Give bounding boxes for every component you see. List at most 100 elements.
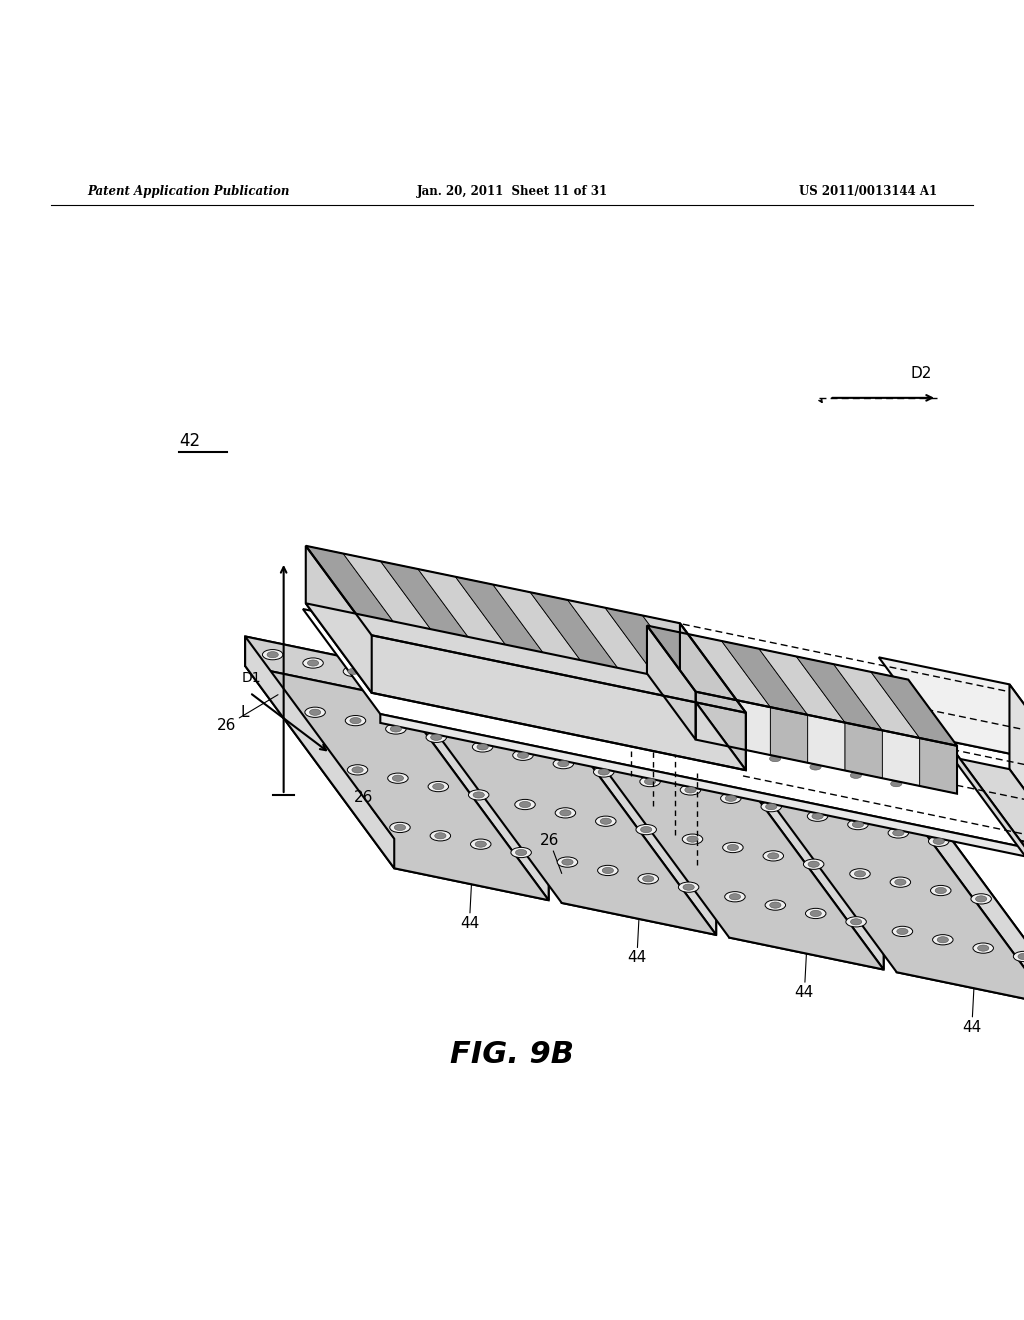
Ellipse shape bbox=[598, 866, 618, 875]
Polygon shape bbox=[456, 577, 559, 675]
Polygon shape bbox=[372, 635, 410, 701]
Polygon shape bbox=[418, 569, 521, 667]
Ellipse shape bbox=[636, 825, 656, 834]
Polygon shape bbox=[897, 942, 1024, 1005]
Ellipse shape bbox=[431, 734, 442, 741]
Polygon shape bbox=[642, 615, 745, 713]
Ellipse shape bbox=[562, 859, 573, 865]
Polygon shape bbox=[413, 671, 716, 906]
Ellipse shape bbox=[850, 869, 870, 879]
Ellipse shape bbox=[596, 816, 616, 826]
Ellipse shape bbox=[644, 779, 655, 784]
Polygon shape bbox=[695, 692, 733, 747]
Ellipse shape bbox=[515, 704, 526, 709]
Ellipse shape bbox=[350, 718, 361, 723]
Ellipse shape bbox=[638, 727, 658, 738]
Ellipse shape bbox=[725, 891, 745, 902]
Text: 38: 38 bbox=[784, 660, 817, 710]
Ellipse shape bbox=[895, 879, 906, 886]
Ellipse shape bbox=[517, 752, 528, 759]
Text: FIG. 9B: FIG. 9B bbox=[450, 1040, 574, 1069]
Ellipse shape bbox=[388, 677, 399, 682]
Ellipse shape bbox=[433, 784, 444, 789]
Ellipse shape bbox=[976, 896, 987, 902]
Polygon shape bbox=[722, 642, 808, 715]
Polygon shape bbox=[770, 708, 808, 763]
Ellipse shape bbox=[430, 830, 451, 841]
Ellipse shape bbox=[305, 708, 326, 717]
Polygon shape bbox=[734, 738, 884, 969]
Ellipse shape bbox=[434, 686, 445, 693]
Ellipse shape bbox=[343, 667, 364, 677]
Polygon shape bbox=[394, 838, 549, 900]
Text: 30: 30 bbox=[886, 690, 948, 744]
Ellipse shape bbox=[640, 776, 660, 787]
Ellipse shape bbox=[850, 772, 861, 779]
Ellipse shape bbox=[555, 808, 575, 818]
Ellipse shape bbox=[854, 871, 865, 876]
Ellipse shape bbox=[678, 882, 698, 892]
Ellipse shape bbox=[721, 793, 741, 804]
Ellipse shape bbox=[685, 787, 696, 793]
Polygon shape bbox=[748, 741, 902, 801]
Ellipse shape bbox=[551, 709, 571, 719]
Ellipse shape bbox=[557, 857, 578, 867]
Ellipse shape bbox=[556, 711, 567, 718]
Ellipse shape bbox=[678, 735, 698, 746]
Ellipse shape bbox=[723, 842, 743, 853]
Ellipse shape bbox=[888, 828, 908, 838]
Ellipse shape bbox=[390, 726, 401, 733]
Text: Jan. 20, 2011  Sheet 11 of 31: Jan. 20, 2011 Sheet 11 of 31 bbox=[417, 185, 607, 198]
Ellipse shape bbox=[477, 744, 488, 750]
Polygon shape bbox=[634, 689, 671, 755]
Polygon shape bbox=[748, 770, 1024, 1005]
Text: US 2011/0013144 A1: US 2011/0013144 A1 bbox=[799, 185, 937, 198]
Polygon shape bbox=[684, 634, 770, 708]
Ellipse shape bbox=[851, 919, 862, 925]
Ellipse shape bbox=[687, 836, 698, 842]
Polygon shape bbox=[834, 664, 920, 738]
Text: 36: 36 bbox=[374, 603, 443, 649]
Polygon shape bbox=[797, 656, 883, 730]
Ellipse shape bbox=[723, 746, 734, 752]
Ellipse shape bbox=[890, 876, 910, 887]
Polygon shape bbox=[413, 701, 716, 935]
Polygon shape bbox=[306, 545, 372, 693]
Text: 26: 26 bbox=[354, 791, 394, 838]
Text: 38: 38 bbox=[672, 649, 691, 701]
Ellipse shape bbox=[978, 945, 989, 952]
Ellipse shape bbox=[384, 675, 404, 685]
Ellipse shape bbox=[560, 809, 571, 816]
Ellipse shape bbox=[597, 719, 617, 729]
Ellipse shape bbox=[769, 755, 780, 762]
Ellipse shape bbox=[729, 894, 740, 900]
Polygon shape bbox=[559, 675, 596, 739]
Polygon shape bbox=[306, 545, 410, 643]
Text: 44: 44 bbox=[795, 953, 814, 1001]
Ellipse shape bbox=[468, 789, 488, 800]
Polygon shape bbox=[410, 643, 446, 709]
Polygon shape bbox=[521, 667, 559, 731]
Ellipse shape bbox=[761, 801, 781, 812]
Ellipse shape bbox=[600, 818, 611, 824]
Ellipse shape bbox=[683, 738, 694, 743]
Ellipse shape bbox=[347, 764, 368, 775]
Ellipse shape bbox=[680, 785, 700, 795]
Ellipse shape bbox=[1014, 952, 1024, 961]
Ellipse shape bbox=[426, 733, 446, 742]
Text: Patent Application Publication: Patent Application Publication bbox=[87, 185, 290, 198]
Text: 26: 26 bbox=[217, 694, 278, 733]
Polygon shape bbox=[581, 735, 884, 969]
Ellipse shape bbox=[810, 911, 821, 916]
Ellipse shape bbox=[307, 660, 318, 667]
Ellipse shape bbox=[852, 821, 863, 828]
Polygon shape bbox=[948, 742, 1024, 857]
Text: 44: 44 bbox=[628, 919, 646, 965]
Ellipse shape bbox=[352, 767, 364, 774]
Ellipse shape bbox=[892, 927, 912, 936]
Ellipse shape bbox=[683, 884, 694, 890]
Ellipse shape bbox=[682, 834, 702, 845]
Ellipse shape bbox=[511, 847, 531, 858]
Polygon shape bbox=[647, 626, 695, 739]
Ellipse shape bbox=[806, 908, 826, 919]
